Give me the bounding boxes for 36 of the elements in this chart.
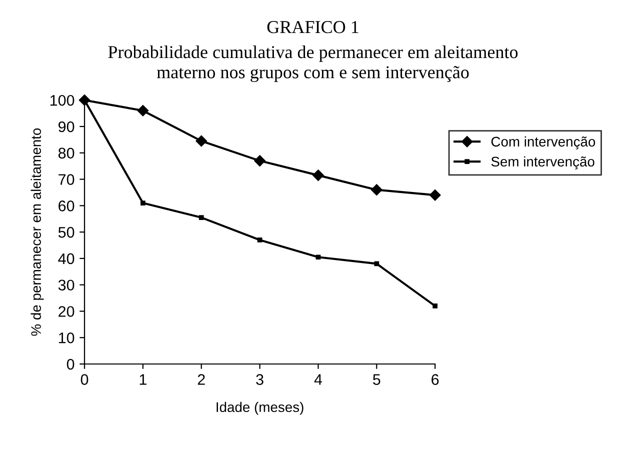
chart-subtitle: Probabilidade cumulativa de permanecer em aleitamento materno nos grupos com e sem intervenção [108,46,518,82]
point [196,135,207,147]
y-tick-label: 80 [58,148,74,159]
y-tick-label: 50 [58,226,74,238]
y-tick-label: 60 [58,200,74,212]
x-axis-title: Idade (meses) [216,402,304,415]
point [140,200,146,206]
x-tick-label: 2 [198,374,205,385]
y-tick-label: 40 [58,253,74,264]
chart-title: GRAFICO 1 [267,21,358,34]
point [316,254,321,260]
x-tick-label: 5 [373,374,380,385]
y-tick-label: 90 [58,121,74,132]
point [137,105,149,116]
y-tick-label: 100 [50,94,74,106]
y-tick-label: 20 [58,306,74,317]
legend-label: Com intervenção [491,136,596,150]
x-tick-label: 0 [80,374,88,385]
y-axis-title: % de permanecer em aleitamento [30,128,44,336]
y-tick-label: 10 [58,332,74,344]
point [257,238,262,242]
x-tick-label: 1 [140,374,146,385]
point [371,184,382,196]
point [198,215,204,220]
y-tick-label: 30 [58,280,74,291]
point [312,170,324,181]
x-tick-label: 6 [432,374,439,385]
point [432,304,438,308]
x-tick-label: 3 [256,374,264,385]
legend-label: Sem intervenção [491,156,594,170]
point [254,155,266,166]
y-tick-label: 70 [58,174,74,185]
y-tick-label: 0 [66,358,74,370]
point [374,261,380,266]
x-tick-label: 4 [314,374,322,385]
point [429,190,441,201]
